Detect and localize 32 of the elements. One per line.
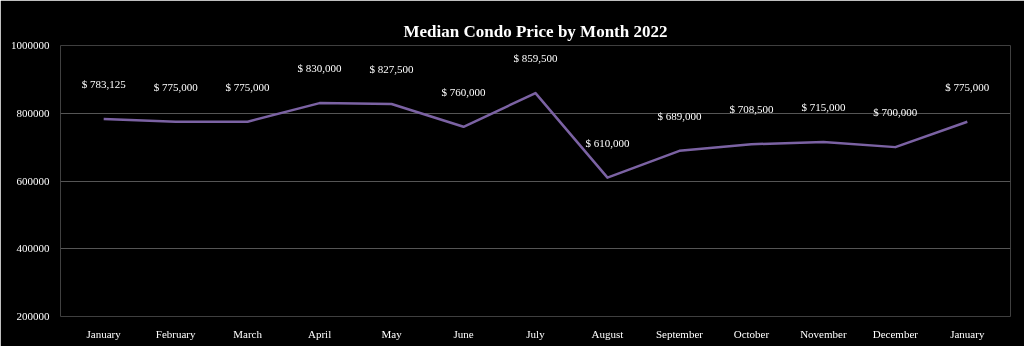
x-tick-label: September [655, 327, 704, 340]
x-tick-label: January [86, 327, 122, 340]
data-label: $ 775,000 [225, 80, 271, 93]
data-label: $ 827,500 [369, 63, 415, 76]
data-label: $ 708,500 [729, 103, 774, 116]
x-tick-label: May [381, 327, 403, 340]
data-label: $ 859,500 [513, 52, 558, 65]
y-tick-label: 600000 [16, 174, 50, 187]
data-label: $ 775,000 [153, 80, 199, 93]
x-tick-label: February [155, 327, 197, 340]
x-tick-label: July [526, 327, 546, 340]
x-tick-label: April [307, 327, 332, 340]
data-label: $ 783,125 [81, 78, 127, 91]
data-label: $ 715,000 [801, 101, 846, 114]
y-tick-label: 1000000 [11, 39, 50, 51]
chart-title: Median Condo Price by Month 2022 [403, 21, 668, 41]
x-tick-label: December [872, 327, 919, 340]
data-label: $ 610,000 [585, 136, 630, 149]
data-label: $ 760,000 [441, 85, 487, 98]
x-tick-label: November [800, 327, 847, 340]
x-tick-label: March [233, 327, 263, 340]
y-tick-label: 400000 [16, 242, 50, 255]
y-tick-label: 200000 [16, 310, 50, 322]
x-tick-label: August [591, 327, 624, 340]
x-tick-label: October [733, 327, 770, 340]
x-tick-label: January [950, 327, 985, 340]
data-label: $ 775,000 [945, 80, 990, 93]
x-tick-label: June [453, 327, 474, 340]
data-label: $ 830,000 [297, 62, 343, 75]
data-label: $ 689,000 [657, 110, 702, 123]
y-tick-label: 800000 [16, 106, 50, 119]
data-label: $ 700,000 [873, 106, 918, 119]
